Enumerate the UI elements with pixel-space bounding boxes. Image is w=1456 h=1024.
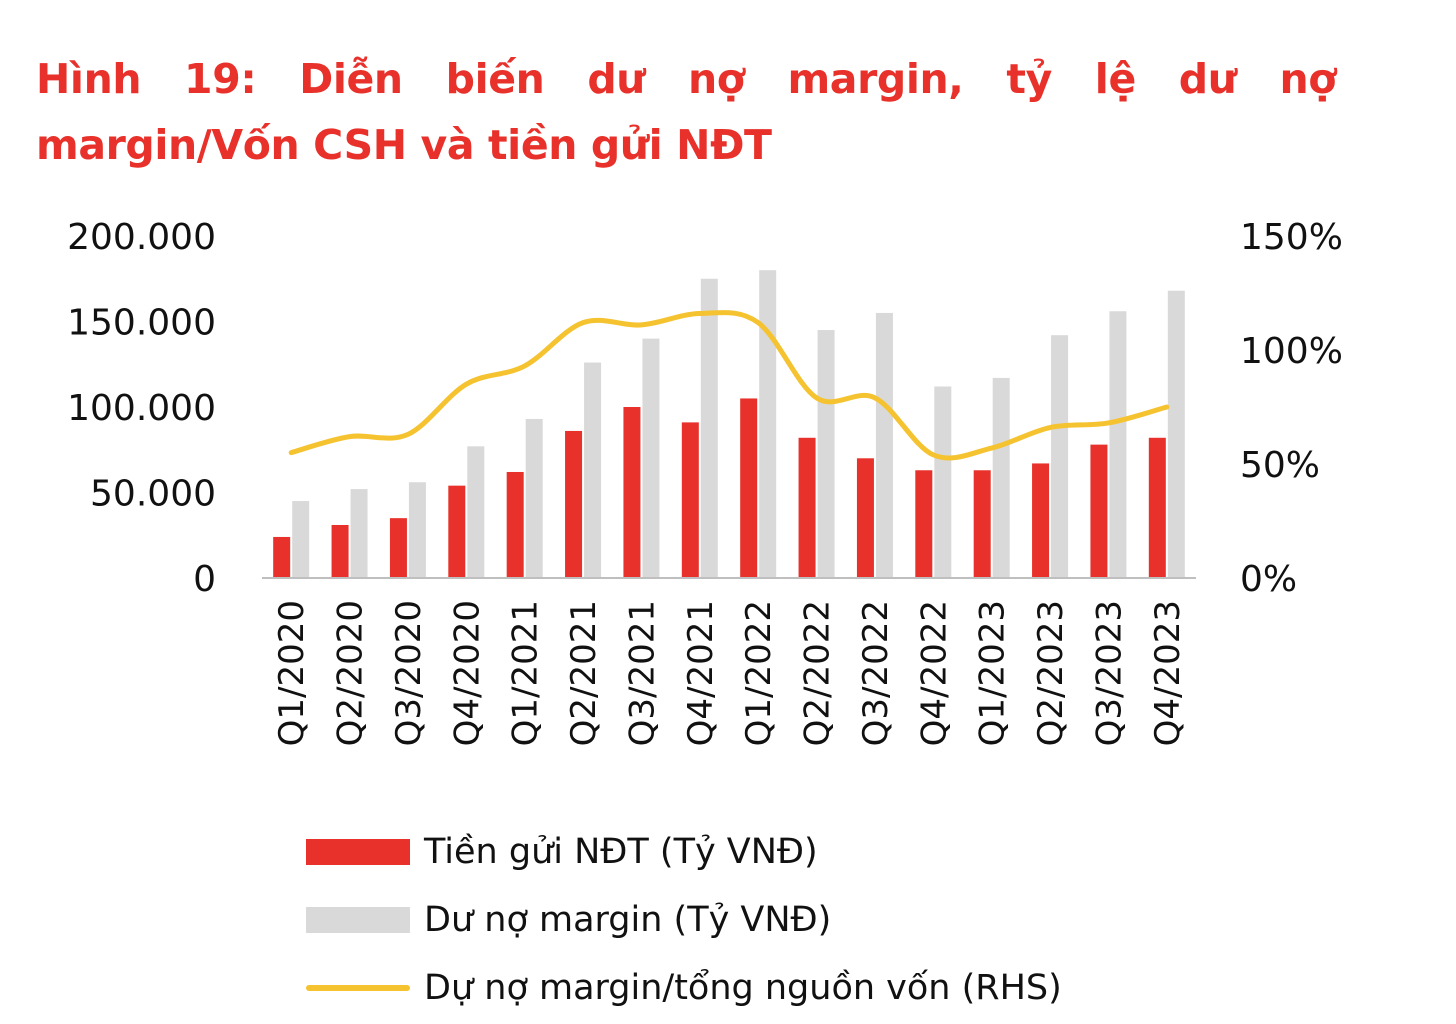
legend-swatch-deposit xyxy=(306,839,410,865)
bar-margin xyxy=(525,418,543,578)
legend-label-margin: Dư nợ margin (Tỷ VNĐ) xyxy=(424,900,832,940)
y-left-tick-label: 0 xyxy=(193,559,216,600)
y-right-tick-label: 0% xyxy=(1240,559,1297,600)
bar-margin xyxy=(875,312,893,578)
bar-deposit xyxy=(506,471,524,578)
bar-margin xyxy=(700,278,718,578)
x-category-label: Q4/2021 xyxy=(681,600,721,746)
bar-deposit xyxy=(798,437,816,578)
bar-deposit xyxy=(448,485,466,578)
y-left-tick-label: 100.000 xyxy=(67,388,216,429)
x-category-label: Q4/2020 xyxy=(447,600,487,746)
bar-deposit xyxy=(1090,444,1108,578)
x-category-label: Q1/2021 xyxy=(506,600,546,746)
bar-margin xyxy=(934,386,952,578)
bar-deposit xyxy=(623,407,641,578)
legend-swatch-margin xyxy=(306,907,410,933)
bar-deposit xyxy=(1032,463,1050,578)
ratio-line xyxy=(288,310,1170,461)
x-category-label: Q4/2023 xyxy=(1148,600,1188,746)
y-left-tick-label: 50.000 xyxy=(90,474,216,515)
bar-deposit xyxy=(1148,437,1166,578)
chart-title: Hình 19: Diễn biến dư nợ margin, tỷ lệ d… xyxy=(36,46,1336,178)
bar-deposit xyxy=(565,430,583,578)
legend-label-deposit: Tiền gửi NĐT (Tỷ VNĐ) xyxy=(424,832,818,872)
x-category-label: Q2/2020 xyxy=(331,600,371,746)
bar-margin xyxy=(992,377,1010,578)
chart-title-line-2: margin/Vốn CSH và tiền gửi NĐT xyxy=(36,121,772,169)
bar-margin xyxy=(1109,311,1127,578)
bar-margin xyxy=(584,362,602,578)
bar-margin xyxy=(350,489,368,578)
bar-deposit xyxy=(973,470,991,578)
bar-margin xyxy=(1167,290,1185,578)
bar-margin xyxy=(1051,335,1069,578)
legend-swatch-ratio xyxy=(306,985,410,991)
x-category-label: Q3/2021 xyxy=(622,600,662,746)
bar-deposit xyxy=(681,422,699,578)
bar-deposit xyxy=(389,518,407,578)
x-category-label: Q1/2022 xyxy=(739,600,779,746)
x-category-label: Q2/2022 xyxy=(798,600,838,746)
bar-deposit xyxy=(273,536,291,578)
x-category-label: Q1/2020 xyxy=(272,600,312,746)
x-category-label: Q3/2020 xyxy=(389,600,429,746)
legend-item-ratio: Dự nợ margin/tổng nguồn vốn (RHS) xyxy=(306,954,1062,1022)
bar-margin xyxy=(817,330,835,578)
chart-title-line-1: Hình 19: Diễn biến dư nợ margin, tỷ lệ d… xyxy=(36,55,1336,103)
bar-margin xyxy=(467,446,485,578)
x-category-label: Q4/2022 xyxy=(914,600,954,746)
legend-item-margin: Dư nợ margin (Tỷ VNĐ) xyxy=(306,886,1062,954)
bar-margin xyxy=(642,338,660,578)
bar-deposit xyxy=(331,524,349,578)
x-category-label: Q3/2022 xyxy=(856,600,896,746)
legend-item-deposit: Tiền gửi NĐT (Tỷ VNĐ) xyxy=(306,818,1062,886)
combo-chart: 200.000 150.000 100.000 50.000 0 150% 100% 50% 0… xyxy=(67,217,1343,746)
x-category-label: Q2/2021 xyxy=(564,600,604,746)
bar-deposit xyxy=(740,398,758,578)
x-category-label: Q2/2023 xyxy=(1031,600,1071,746)
y-left-tick-label: 200.000 xyxy=(67,217,216,258)
y-left-tick-label: 150.000 xyxy=(67,303,216,344)
bar-margin xyxy=(292,501,310,578)
x-category-label: Q3/2023 xyxy=(1089,600,1129,746)
y-right-tick-label: 50% xyxy=(1240,445,1320,486)
bar-margin xyxy=(408,482,426,578)
legend-label-ratio: Dự nợ margin/tổng nguồn vốn (RHS) xyxy=(424,968,1062,1008)
x-category-label: Q1/2023 xyxy=(973,600,1013,746)
bar-deposit xyxy=(856,458,874,578)
bar-deposit xyxy=(915,470,933,578)
bar-margin xyxy=(759,270,777,578)
chart-legend: Tiền gửi NĐT (Tỷ VNĐ) Dư nợ margin (Tỷ V… xyxy=(306,818,1062,1022)
y-right-tick-label: 100% xyxy=(1240,331,1343,372)
y-right-tick-label: 150% xyxy=(1240,217,1343,258)
